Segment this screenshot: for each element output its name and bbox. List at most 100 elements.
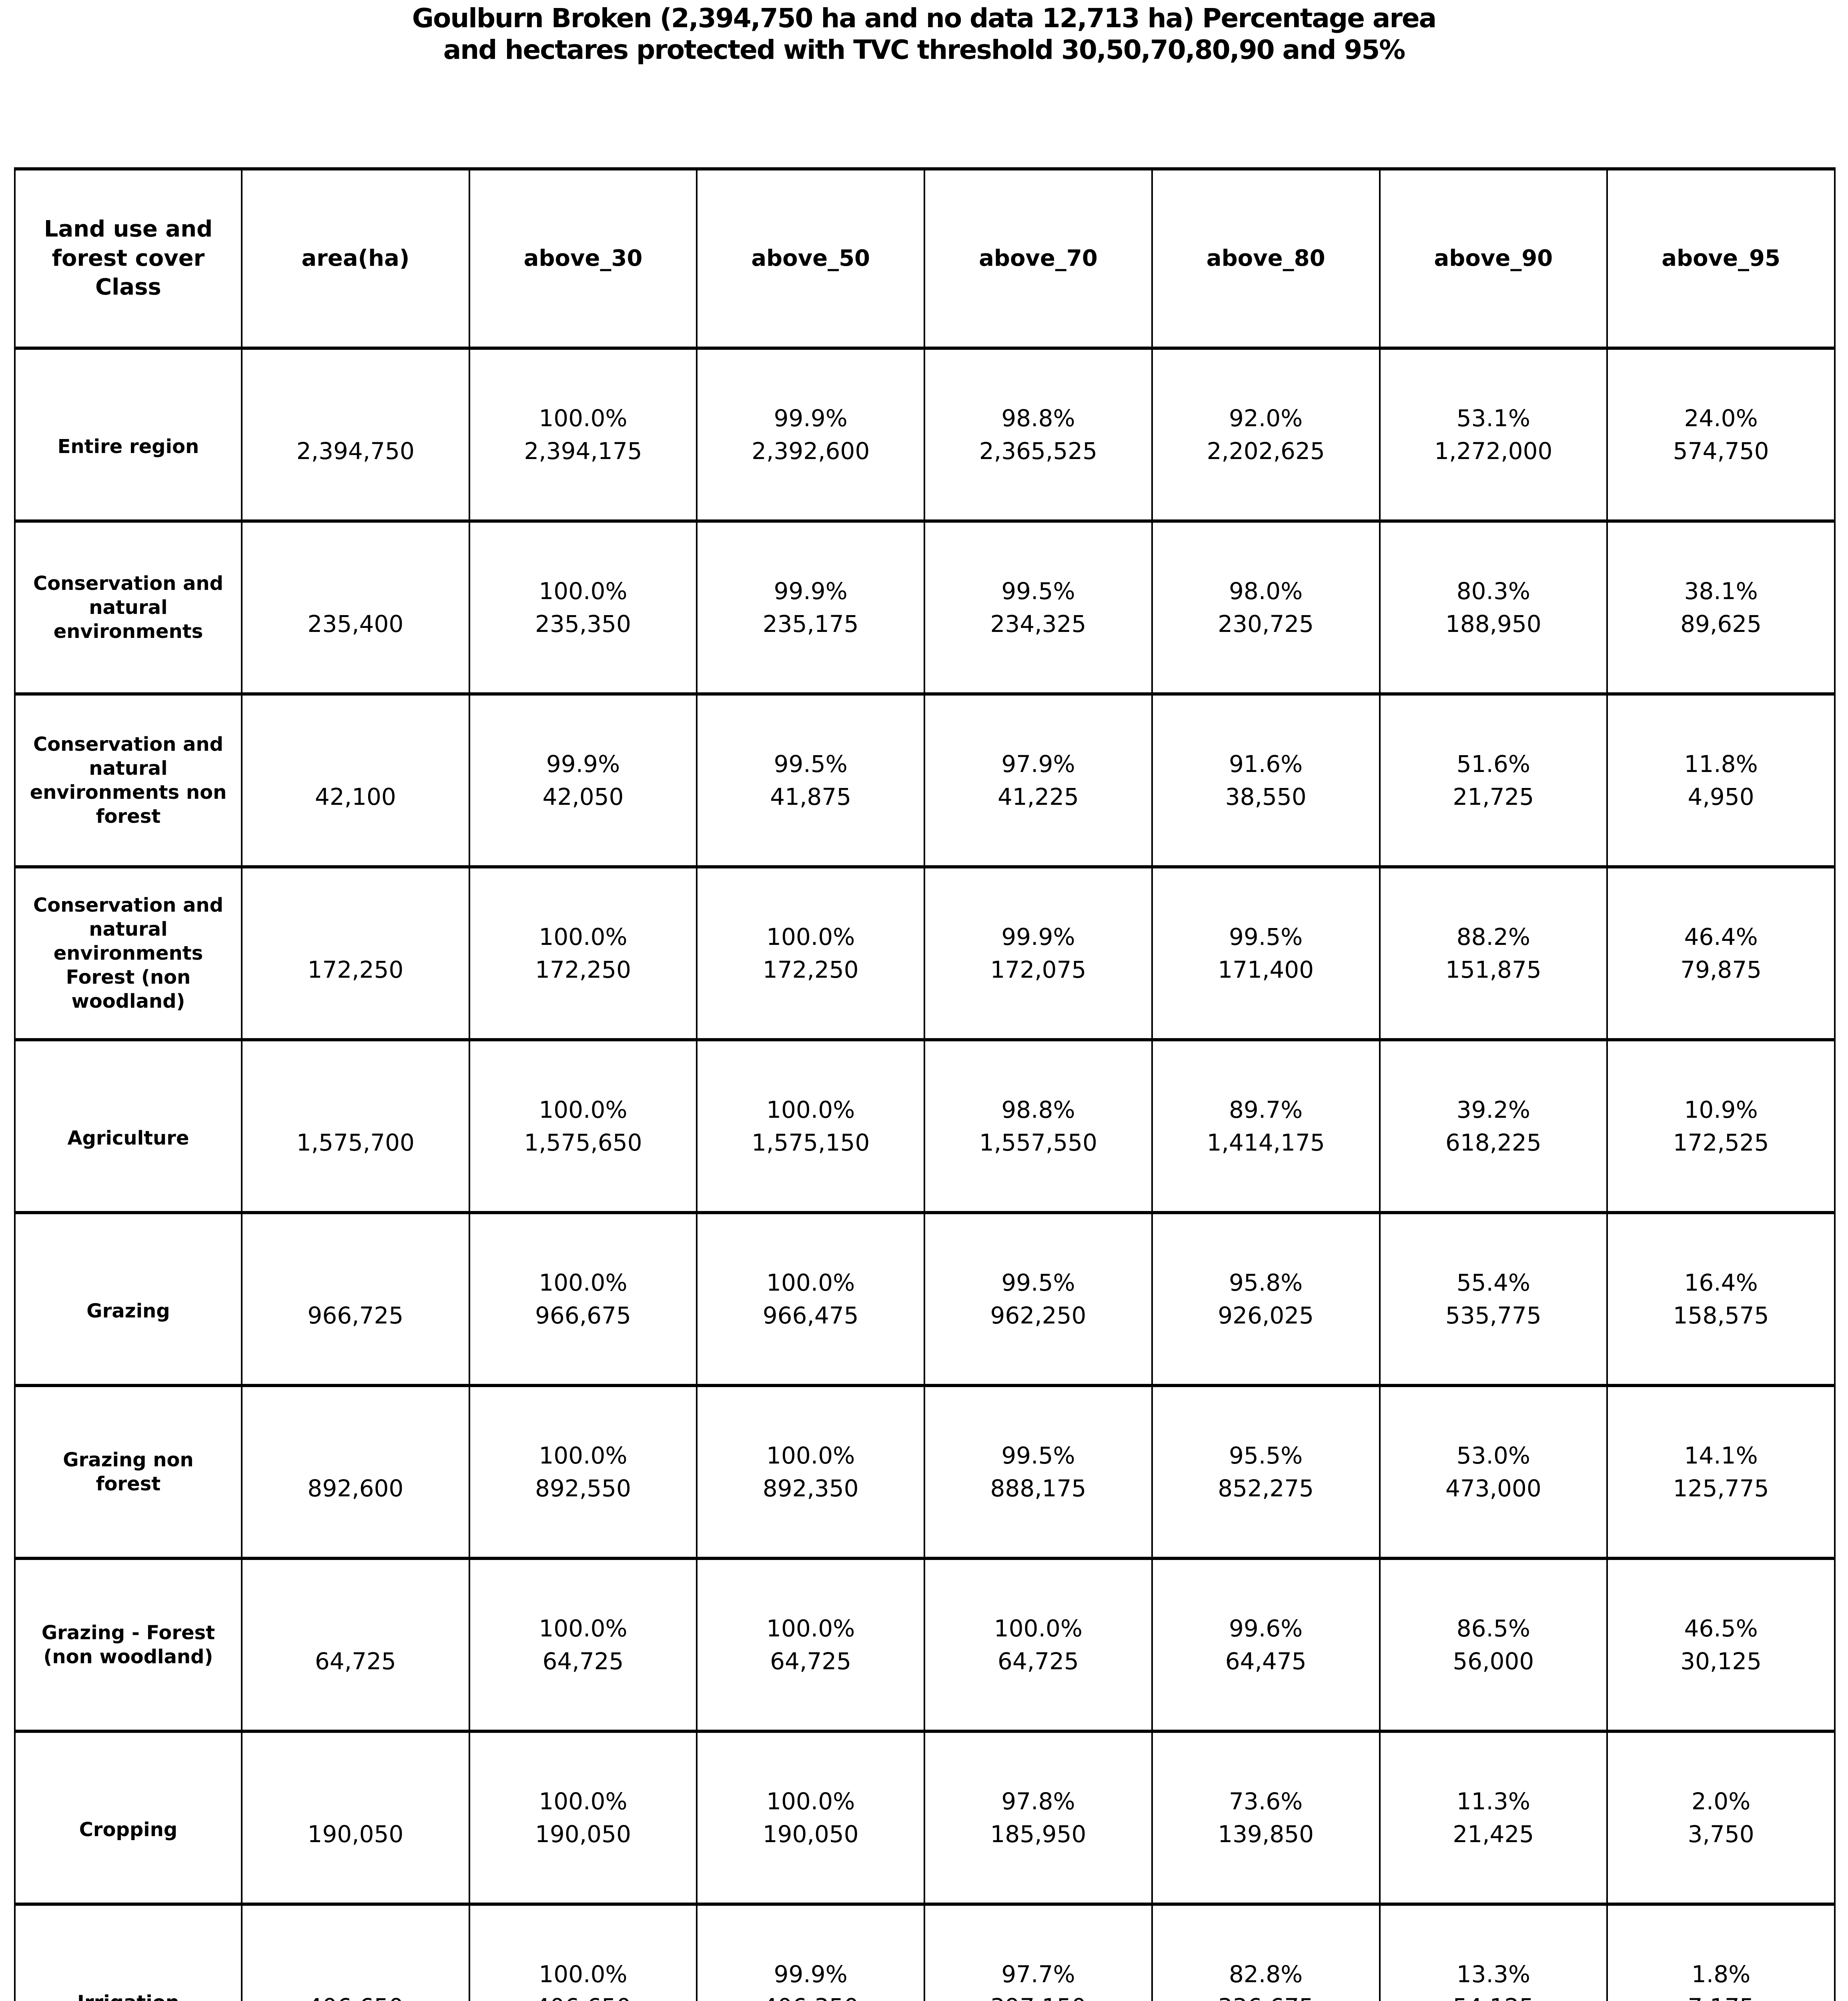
hectares-value: 64,475 [1225,1648,1307,1675]
table-row: Conservation and natural environments Fo… [16,865,1834,1038]
percent-value: 100.0% [766,1269,855,1296]
hectares-value: 171,400 [1218,956,1314,983]
percent-value: 91.6% [1229,750,1303,778]
pct-ha-cell: 11.3% 21,425 [1379,1733,1607,1903]
hectares-value: 535,775 [1445,1302,1541,1329]
hectares-value: 151,875 [1445,956,1541,983]
percent-value: 99.5% [1001,1442,1075,1469]
pct-ha-cell: 100.0% 2,394,175 [468,350,696,519]
column-header: above_90 [1379,170,1607,347]
hectares-value: 962,250 [990,1302,1086,1329]
percent-value: 100.0% [994,1614,1083,1642]
percent-value: 98.8% [1001,404,1075,432]
percent-value: 98.8% [1001,1096,1075,1123]
pct-ha-cell: 97.7% 397,150 [924,1906,1151,2001]
row-label: Conservation and natural environments no… [30,733,227,828]
pct-ha-cell: 16.4% 158,575 [1606,1214,1834,1384]
area-value: 172,250 [241,868,469,1038]
area-value: 190,050 [241,1733,469,1903]
percent-value: 100.0% [766,1442,855,1469]
pct-ha-cell: 46.4% 79,875 [1606,868,1834,1038]
percent-value: 86.5% [1456,1614,1530,1642]
pct-ha-cell: 100.0% 892,550 [468,1387,696,1557]
hectares-value: 852,275 [1218,1475,1314,1502]
hectares-value: 64,725 [997,1648,1079,1675]
percent-value: 88.2% [1456,923,1530,950]
pct-ha-cell: 100.0% 64,725 [924,1560,1151,1730]
table-row: Cropping 190,050 100.0% 190,050 100.0% 190,05… [16,1730,1834,1903]
hectares-value: 172,250 [535,956,631,983]
pct-ha-cell: 100.0% 1,575,150 [696,1041,924,1211]
hectares-value: 406,350 [763,1991,859,2001]
pct-ha-cell: 53.1% 1,272,000 [1379,350,1607,519]
hectares-value: 188,950 [1445,610,1541,638]
pct-ha-cell: 80.3% 188,950 [1379,523,1607,692]
percent-value: 11.8% [1684,750,1758,778]
hectares-value: 38,550 [1225,783,1307,810]
pct-ha-cell: 14.1% 125,775 [1606,1387,1834,1557]
pct-ha-cell: 95.5% 852,275 [1151,1387,1379,1557]
percent-value: 38.1% [1684,577,1758,605]
pct-ha-cell: 100.0% 190,050 [696,1733,924,1903]
hectares-value: 185,950 [990,1821,1086,1848]
percent-value: 99.9% [546,750,620,778]
percent-value: 10.9% [1684,1096,1758,1123]
pct-ha-cell: 99.5% 171,400 [1151,868,1379,1038]
pct-ha-cell: 39.2% 618,225 [1379,1041,1607,1211]
hectares-value: 473,000 [1445,1475,1541,1502]
row-label: Grazing non forest [63,1449,194,1495]
hectares-value: 926,025 [1218,1302,1314,1329]
percent-value: 99.5% [1229,923,1303,950]
hectares-value: 2,394,175 [524,437,642,465]
column-header: Land use and forest cover Class [44,216,213,301]
percent-value: 100.0% [539,1960,627,1988]
row-label: Agriculture [67,1127,189,1149]
hectares-value: 3,750 [1688,1821,1754,1848]
pct-ha-cell: 55.4% 535,775 [1379,1214,1607,1384]
pct-ha-cell: 11.8% 4,950 [1606,696,1834,865]
hectares-value: 888,175 [990,1475,1086,1502]
hectares-value: 172,075 [990,956,1086,983]
hectares-value: 42,050 [542,783,624,810]
pct-ha-cell: 100.0% 892,350 [696,1387,924,1557]
row-label: Irrigation [16,1906,241,2001]
pct-ha-cell: 98.8% 2,365,525 [924,350,1151,519]
percent-value: 97.8% [1001,1787,1075,1815]
pct-ha-cell: 97.9% 41,225 [924,696,1151,865]
row-label: Grazing - Forest (non woodland) [41,1622,215,1668]
hectares-value: 1,575,150 [752,1129,870,1156]
percent-value: 99.5% [1001,577,1075,605]
percent-value: 82.8% [1229,1960,1303,1988]
hectares-value: 56,000 [1453,1648,1534,1675]
percent-value: 99.5% [1001,1269,1075,1296]
column-header: above_30 [468,170,696,347]
pct-ha-cell: 46.5% 30,125 [1606,1560,1834,1730]
pct-ha-cell: 99.5% 888,175 [924,1387,1151,1557]
hectares-value: 190,050 [535,1821,631,1848]
percent-value: 99.9% [774,1960,848,1988]
page-title-line2: and hectares protected with TVC threshol… [443,34,1406,66]
column-header: area(ha) [241,170,469,347]
hectares-value: 139,850 [1218,1821,1314,1848]
page-title: Goulburn Broken (2,394,750 ha and no dat… [0,2,1848,66]
column-header: above_80 [1151,170,1379,347]
pct-ha-cell: 73.6% 139,850 [1151,1733,1379,1903]
hectares-value: 172,525 [1673,1129,1769,1156]
table-row: Conservation and natural environments 235… [16,519,1834,692]
percent-value: 95.5% [1229,1442,1303,1469]
pct-ha-cell: 99.9% 172,075 [924,868,1151,1038]
pct-ha-cell: 92.0% 2,202,625 [1151,350,1379,519]
hectares-value: 235,350 [535,610,631,638]
pct-ha-cell: 53.0% 473,000 [1379,1387,1607,1557]
area-value: 2,394,750 [241,350,469,519]
page-title-line1: Goulburn Broken (2,394,750 ha and no dat… [412,3,1437,34]
pct-ha-cell: 99.5% 234,325 [924,523,1151,692]
table-row: Conservation and natural environments no… [16,692,1834,865]
hectares-value: 41,225 [997,783,1079,810]
pct-ha-cell: 91.6% 38,550 [1151,696,1379,865]
pct-ha-cell: 100.0% 190,050 [468,1733,696,1903]
percent-value: 98.0% [1229,577,1303,605]
table-row: Grazing 966,725 100.0% 966,675 100.0% 966,475… [16,1211,1834,1384]
pct-ha-cell: 99.9% 2,392,600 [696,350,924,519]
pct-ha-cell: 38.1% 89,625 [1606,523,1834,692]
